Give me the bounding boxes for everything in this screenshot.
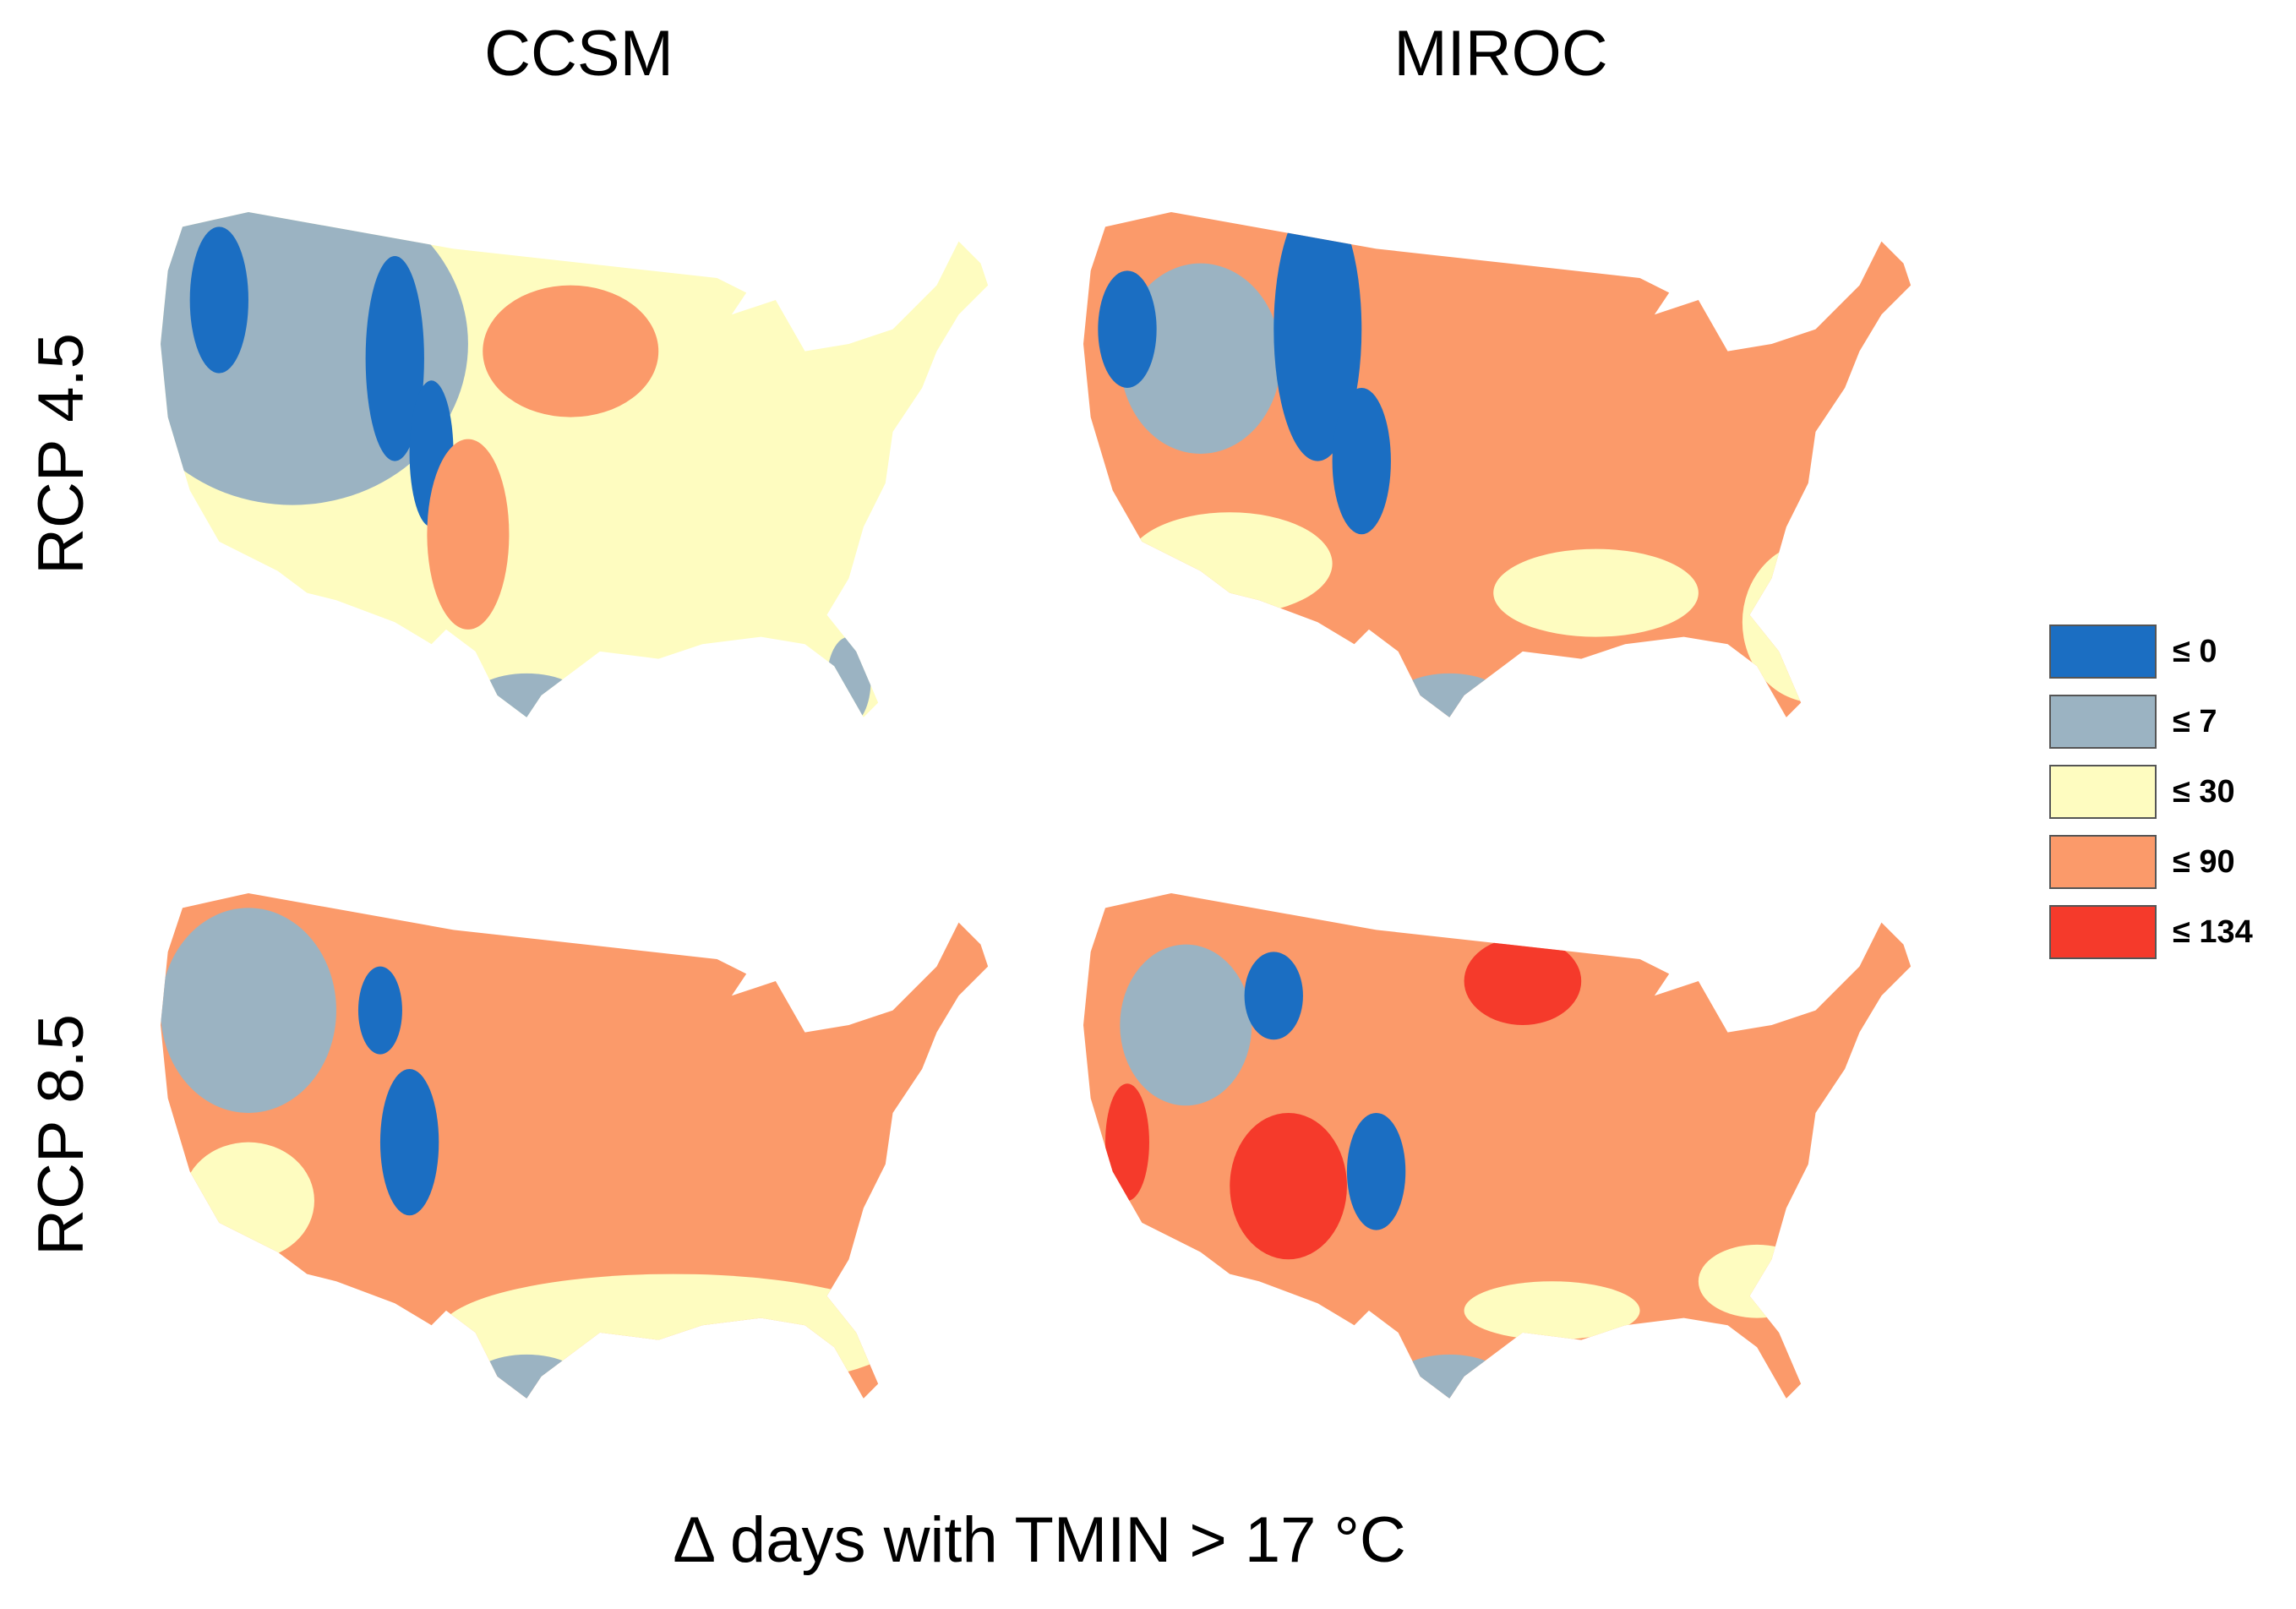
row-title: RCP 8.5 bbox=[25, 1014, 97, 1256]
legend-swatch bbox=[2049, 765, 2157, 819]
region bbox=[826, 636, 871, 717]
legend-label: ≤ 30 bbox=[2173, 774, 2235, 810]
region bbox=[1346, 1112, 1406, 1230]
region bbox=[1390, 673, 1508, 717]
region bbox=[182, 1142, 314, 1260]
region bbox=[1244, 952, 1303, 1040]
region bbox=[1390, 1354, 1508, 1399]
legend-label: ≤ 0 bbox=[2173, 634, 2217, 669]
region bbox=[1120, 944, 1252, 1106]
region bbox=[357, 966, 402, 1055]
region bbox=[161, 908, 336, 1113]
legend-label: ≤ 7 bbox=[2173, 704, 2217, 739]
map-panel bbox=[1083, 212, 1912, 717]
region bbox=[1098, 270, 1157, 388]
map-area bbox=[161, 212, 989, 717]
legend-label: ≤ 90 bbox=[2173, 844, 2235, 880]
map-panel bbox=[161, 212, 989, 717]
caption: Δ days with TMIN > 17 °C bbox=[673, 1504, 1406, 1576]
region bbox=[1120, 263, 1281, 454]
map-area bbox=[1083, 893, 1912, 1399]
region bbox=[427, 439, 510, 630]
region bbox=[189, 226, 248, 374]
legend-swatch bbox=[2049, 905, 2157, 959]
legend: ≤ 0 ≤ 7 ≤ 30 ≤ 90 ≤ 134 bbox=[2049, 625, 2253, 959]
region bbox=[483, 285, 659, 417]
region bbox=[1742, 541, 1890, 703]
legend-swatch bbox=[2049, 625, 2157, 679]
region bbox=[1464, 936, 1582, 1025]
legend-label: ≤ 134 bbox=[2173, 914, 2253, 950]
row-title: RCP 4.5 bbox=[25, 333, 97, 575]
region bbox=[467, 673, 586, 717]
region bbox=[1126, 512, 1333, 615]
region bbox=[1493, 548, 1699, 637]
region bbox=[1104, 1083, 1149, 1201]
map-area bbox=[161, 893, 989, 1399]
region bbox=[1273, 212, 1362, 461]
region bbox=[1698, 1244, 1816, 1318]
map-area bbox=[1083, 212, 1912, 717]
map-panel bbox=[161, 893, 989, 1399]
region bbox=[379, 1068, 439, 1216]
map-panel bbox=[1083, 893, 1912, 1399]
region bbox=[1230, 1112, 1347, 1260]
region bbox=[365, 255, 424, 461]
legend-swatch bbox=[2049, 695, 2157, 749]
legend-swatch bbox=[2049, 835, 2157, 889]
column-title: MIROC bbox=[1393, 18, 1607, 90]
region bbox=[1332, 387, 1391, 535]
region bbox=[467, 1354, 586, 1399]
column-title: CCSM bbox=[484, 18, 674, 90]
region bbox=[1464, 1281, 1640, 1340]
